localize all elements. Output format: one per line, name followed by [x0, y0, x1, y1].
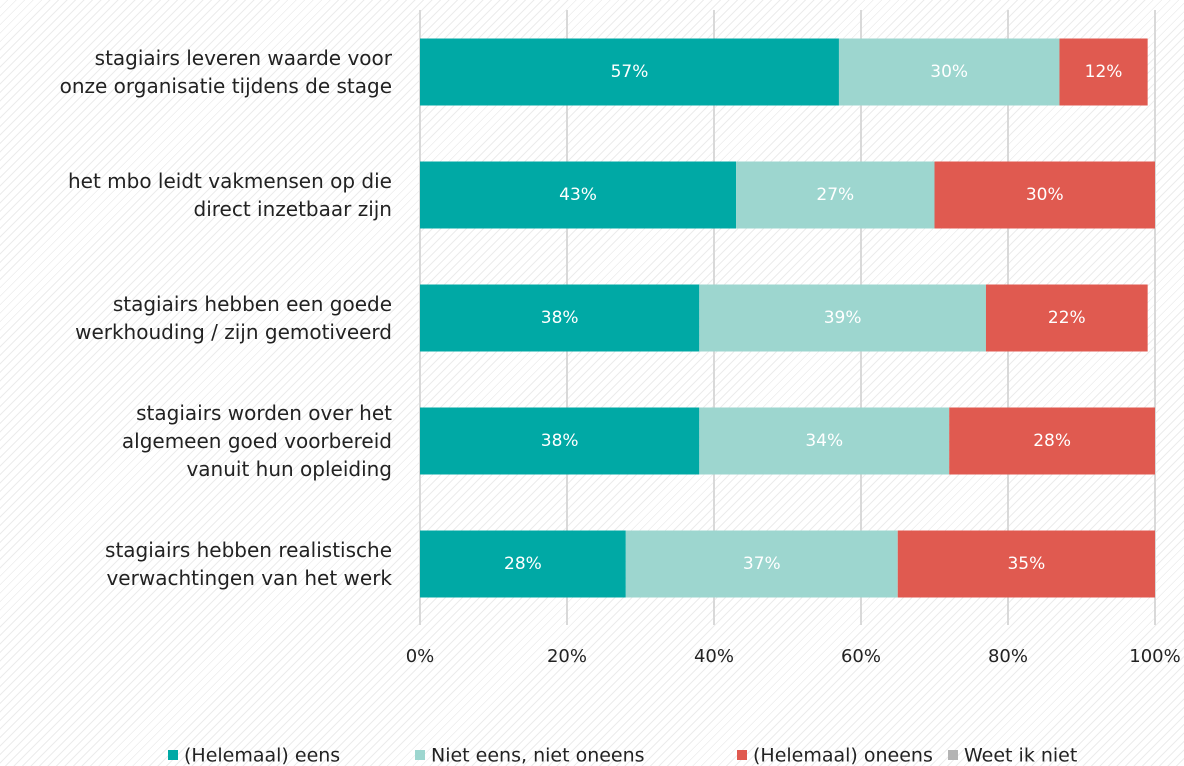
bar-segment — [985, 284, 1148, 352]
data-label: 57% — [611, 62, 649, 82]
x-tick-label: 60% — [841, 646, 881, 667]
data-label: 28% — [1033, 431, 1071, 451]
category-label: stagiairs hebben realistische verwachtin… — [105, 538, 392, 590]
data-label: 39% — [824, 308, 862, 328]
data-label: 34% — [805, 431, 843, 451]
bar-segment — [949, 407, 1155, 475]
data-label: 30% — [1026, 185, 1064, 205]
data-label: 37% — [743, 554, 781, 574]
bar-segment — [420, 284, 700, 352]
bar-segment — [699, 284, 986, 352]
data-label: 30% — [930, 62, 968, 82]
category-label: stagiairs hebben een goede werkhouding /… — [75, 292, 392, 344]
x-tick-label: 0% — [406, 646, 435, 667]
data-label: 38% — [541, 308, 579, 328]
data-label: 12% — [1085, 62, 1123, 82]
legend-swatch — [415, 750, 425, 760]
bar-segment — [420, 161, 737, 229]
data-label: 43% — [559, 185, 597, 205]
x-tick-label: 20% — [547, 646, 587, 667]
data-label: 27% — [816, 185, 854, 205]
legend-label: (Helemaal) oneens — [753, 745, 933, 766]
bar-segment — [420, 38, 839, 106]
bar-segment — [897, 530, 1155, 598]
legend-swatch — [948, 750, 958, 760]
data-label: 35% — [1007, 554, 1045, 574]
data-label: 38% — [541, 431, 579, 451]
x-tick-label: 80% — [988, 646, 1028, 667]
legend-label: Weet ik niet — [964, 745, 1077, 766]
bar-segment — [420, 530, 626, 598]
bar-segment — [736, 161, 935, 229]
x-tick-label: 100% — [1129, 646, 1180, 667]
bar-segment — [420, 407, 700, 475]
legend-swatch — [168, 750, 178, 760]
bar-segment — [838, 38, 1060, 106]
bar-segment — [934, 161, 1155, 229]
legend-label: (Helemaal) eens — [184, 745, 340, 766]
data-label: 22% — [1048, 308, 1086, 328]
bar-segment — [625, 530, 898, 598]
bar-segment — [1059, 38, 1148, 106]
data-label: 28% — [504, 554, 542, 574]
legend-label: Niet eens, niet oneens — [431, 745, 645, 766]
x-tick-label: 40% — [694, 646, 734, 667]
category-label: stagiairs leveren waarde voor onze organ… — [59, 46, 392, 98]
category-label: het mbo leidt vakmensen op die direct in… — [67, 169, 392, 221]
legend-swatch — [737, 750, 747, 760]
bar-segment — [699, 407, 950, 475]
category-label: stagiairs worden over het algemeen goed … — [121, 401, 392, 481]
